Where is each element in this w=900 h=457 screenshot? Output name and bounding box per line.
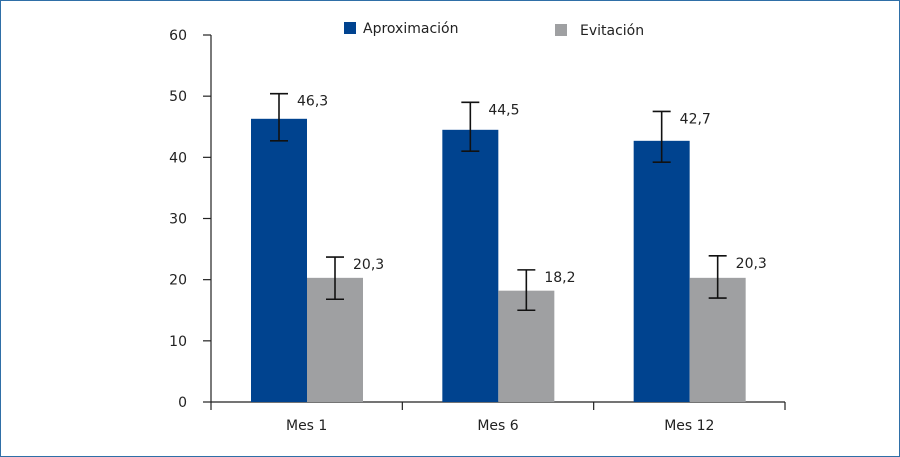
data-label: 44,5 [488, 102, 519, 118]
error-bar [326, 256, 344, 301]
x-tick-label: Mes 12 [664, 418, 714, 434]
value-labels: 46,3 44,5 42,7 20,3 18,2 20,3 [297, 94, 767, 286]
data-label: 46,3 [297, 94, 328, 110]
error-bar [270, 92, 288, 142]
legend-label-aproximacion: Aproximación [363, 21, 458, 37]
error-bars [270, 92, 727, 312]
data-label: 42,7 [680, 111, 711, 127]
error-bar [708, 255, 727, 299]
y-tick-label: 60 [169, 28, 187, 44]
bars [251, 118, 746, 402]
error-bar [461, 101, 480, 153]
data-label: 18,2 [544, 270, 575, 286]
y-tick-label: 30 [169, 212, 187, 228]
bar-aproximacion [251, 118, 307, 402]
x-axis: Mes 1 Mes 6 Mes 12 [210, 401, 786, 434]
error-bar [517, 269, 536, 312]
y-axis: 0 10 20 30 40 50 60 [169, 28, 212, 411]
x-tick-label: Mes 6 [477, 418, 518, 434]
y-tick-label: 20 [169, 273, 187, 289]
error-bar [652, 110, 671, 164]
x-tick-label: Mes 1 [286, 418, 327, 434]
y-tick-label: 0 [178, 395, 187, 411]
y-tick-label: 40 [169, 150, 187, 166]
data-label: 20,3 [353, 257, 384, 273]
legend-swatch-evitacion [555, 24, 567, 36]
y-tick-label: 10 [169, 334, 187, 350]
bar-aproximacion [442, 129, 499, 402]
bar-aproximacion [633, 140, 690, 402]
y-tick-label: 50 [169, 89, 187, 105]
chart-legend: Aproximación Evitación [344, 21, 644, 39]
data-label: 20,3 [736, 256, 767, 272]
legend-label-evitacion: Evitación [580, 23, 644, 39]
legend-swatch-aproximacion [344, 22, 356, 34]
